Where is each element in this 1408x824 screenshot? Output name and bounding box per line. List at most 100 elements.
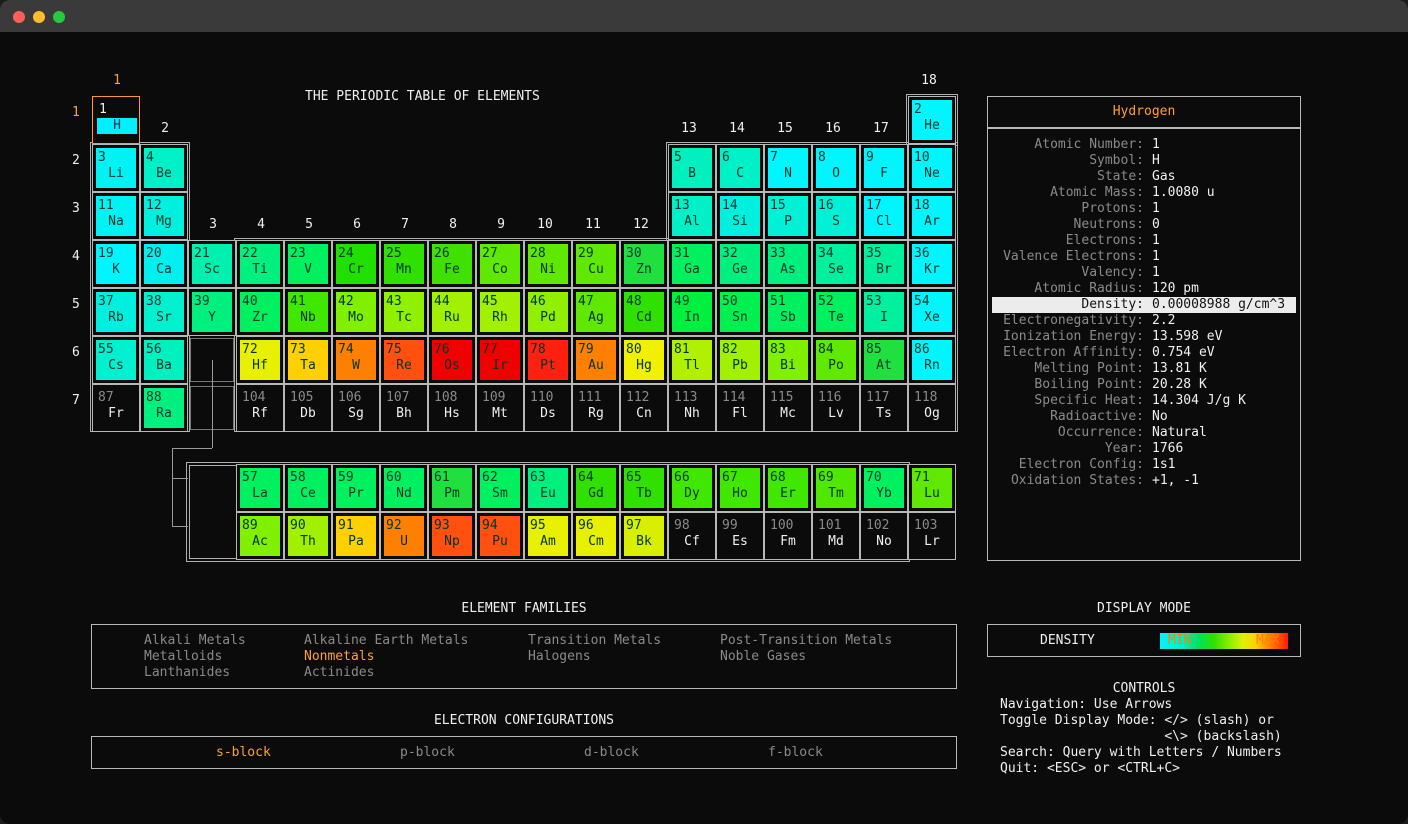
family-halogens[interactable]: Halogens [528, 649, 591, 664]
element-cell-nh[interactable]: 113 Nh [668, 384, 716, 432]
element-cell-ho[interactable]: 67 Ho [716, 464, 764, 512]
family-metalloids[interactable]: Metalloids [144, 649, 223, 664]
family-alkaline-earth-metals[interactable]: Alkaline Earth Metals [304, 633, 469, 648]
element-cell-v[interactable]: 23 V [284, 240, 332, 288]
family-noble-gases[interactable]: Noble Gases [720, 649, 807, 664]
element-cell-gd[interactable]: 64 Gd [572, 464, 620, 512]
element-cell-sg[interactable]: 106 Sg [332, 384, 380, 432]
element-cell-xe[interactable]: 54 Xe [908, 288, 956, 336]
element-cell-ba[interactable]: 56 Ba [140, 336, 188, 384]
element-cell-am[interactable]: 95 Am [524, 512, 572, 560]
element-cell-as[interactable]: 33 As [764, 240, 812, 288]
element-cell-p[interactable]: 15 P [764, 192, 812, 240]
element-cell-fr[interactable]: 87 Fr [92, 384, 140, 432]
element-cell-ce[interactable]: 58 Ce [284, 464, 332, 512]
element-cell-sc[interactable]: 21 Sc [188, 240, 236, 288]
element-cell-pt[interactable]: 78 Pt [524, 336, 572, 384]
element-cell-mc[interactable]: 115 Mc [764, 384, 812, 432]
element-cell-cl[interactable]: 17 Cl [860, 192, 908, 240]
element-cell-na[interactable]: 11 Na [92, 192, 140, 240]
display-mode-panel[interactable]: DENSITY MIN MAX [987, 624, 1301, 657]
element-cell-cs[interactable]: 55 Cs [92, 336, 140, 384]
element-cell-mo[interactable]: 42 Mo [332, 288, 380, 336]
element-cell-cd[interactable]: 48 Cd [620, 288, 668, 336]
element-cell-sb[interactable]: 51 Sb [764, 288, 812, 336]
element-cell-tc[interactable]: 43 Tc [380, 288, 428, 336]
element-cell-cr[interactable]: 24 Cr [332, 240, 380, 288]
element-cell-lv[interactable]: 116 Lv [812, 384, 860, 432]
element-cell-kr[interactable]: 36 Kr [908, 240, 956, 288]
element-cell-rh[interactable]: 45 Rh [476, 288, 524, 336]
element-cell-th[interactable]: 90 Th [284, 512, 332, 560]
element-cell-sn[interactable]: 50 Sn [716, 288, 764, 336]
element-cell-os[interactable]: 76 Os [428, 336, 476, 384]
element-cell-si[interactable]: 14 Si [716, 192, 764, 240]
element-cell-nd[interactable]: 60 Nd [380, 464, 428, 512]
element-cell-s[interactable]: 16 S [812, 192, 860, 240]
config-p-block[interactable]: p-block [400, 745, 455, 760]
family-actinides[interactable]: Actinides [304, 665, 375, 680]
element-cell-zr[interactable]: 40 Zr [236, 288, 284, 336]
element-cell-es[interactable]: 99 Es [716, 512, 764, 560]
element-cell-w[interactable]: 74 W [332, 336, 380, 384]
element-cell-pm[interactable]: 61 Pm [428, 464, 476, 512]
element-cell-ta[interactable]: 73 Ta [284, 336, 332, 384]
element-cell-k[interactable]: 19 K [92, 240, 140, 288]
element-cell-db[interactable]: 105 Db [284, 384, 332, 432]
element-cell-in[interactable]: 49 In [668, 288, 716, 336]
element-cell-er[interactable]: 68 Er [764, 464, 812, 512]
element-cell-ru[interactable]: 44 Ru [428, 288, 476, 336]
element-cell-tl[interactable]: 81 Tl [668, 336, 716, 384]
config-s-block[interactable]: s-block [216, 745, 271, 760]
element-cell-cf[interactable]: 98 Cf [668, 512, 716, 560]
element-cell-se[interactable]: 34 Se [812, 240, 860, 288]
element-cell-ti[interactable]: 22 Ti [236, 240, 284, 288]
element-cell-sm[interactable]: 62 Sm [476, 464, 524, 512]
element-cell-rf[interactable]: 104 Rf [236, 384, 284, 432]
element-cell-hs[interactable]: 108 Hs [428, 384, 476, 432]
element-cell-md[interactable]: 101 Md [812, 512, 860, 560]
element-cell-yb[interactable]: 70 Yb [860, 464, 908, 512]
element-cell-pb[interactable]: 82 Pb [716, 336, 764, 384]
element-cell-po[interactable]: 84 Po [812, 336, 860, 384]
element-cell-zn[interactable]: 30 Zn [620, 240, 668, 288]
element-cell-he[interactable]: 2 He [908, 96, 956, 144]
element-cell-pr[interactable]: 59 Pr [332, 464, 380, 512]
element-cell-cm[interactable]: 96 Cm [572, 512, 620, 560]
family-transition-metals[interactable]: Transition Metals [528, 633, 662, 648]
element-cell-lr[interactable]: 103 Lr [908, 512, 956, 560]
element-cell-bk[interactable]: 97 Bk [620, 512, 668, 560]
element-cell-u[interactable]: 92 U [380, 512, 428, 560]
element-cell-np[interactable]: 93 Np [428, 512, 476, 560]
element-cell-ar[interactable]: 18 Ar [908, 192, 956, 240]
element-cell-bi[interactable]: 83 Bi [764, 336, 812, 384]
family-post-transition-metals[interactable]: Post-Transition Metals [720, 633, 893, 648]
element-cell-be[interactable]: 4 Be [140, 144, 188, 192]
element-cell-y[interactable]: 39 Y [188, 288, 236, 336]
element-cell-ni[interactable]: 28 Ni [524, 240, 572, 288]
element-cell-nb[interactable]: 41 Nb [284, 288, 332, 336]
element-cell-ir[interactable]: 77 Ir [476, 336, 524, 384]
element-cell-cn[interactable]: 112 Cn [620, 384, 668, 432]
family-nonmetals[interactable]: Nonmetals [304, 649, 375, 664]
element-cell-pa[interactable]: 91 Pa [332, 512, 380, 560]
element-cell-eu[interactable]: 63 Eu [524, 464, 572, 512]
family-lanthanides[interactable]: Lanthanides [144, 665, 231, 680]
element-cell-at[interactable]: 85 At [860, 336, 908, 384]
element-cell-ne[interactable]: 10 Ne [908, 144, 956, 192]
element-cell-br[interactable]: 35 Br [860, 240, 908, 288]
element-cell-ag[interactable]: 47 Ag [572, 288, 620, 336]
element-cell-hg[interactable]: 80 Hg [620, 336, 668, 384]
element-cell-lu[interactable]: 71 Lu [908, 464, 956, 512]
element-cell-cu[interactable]: 29 Cu [572, 240, 620, 288]
element-cell-fm[interactable]: 100 Fm [764, 512, 812, 560]
element-cell-la[interactable]: 57 La [236, 464, 284, 512]
minimize-window-button[interactable] [33, 11, 45, 23]
element-cell-ds[interactable]: 110 Ds [524, 384, 572, 432]
